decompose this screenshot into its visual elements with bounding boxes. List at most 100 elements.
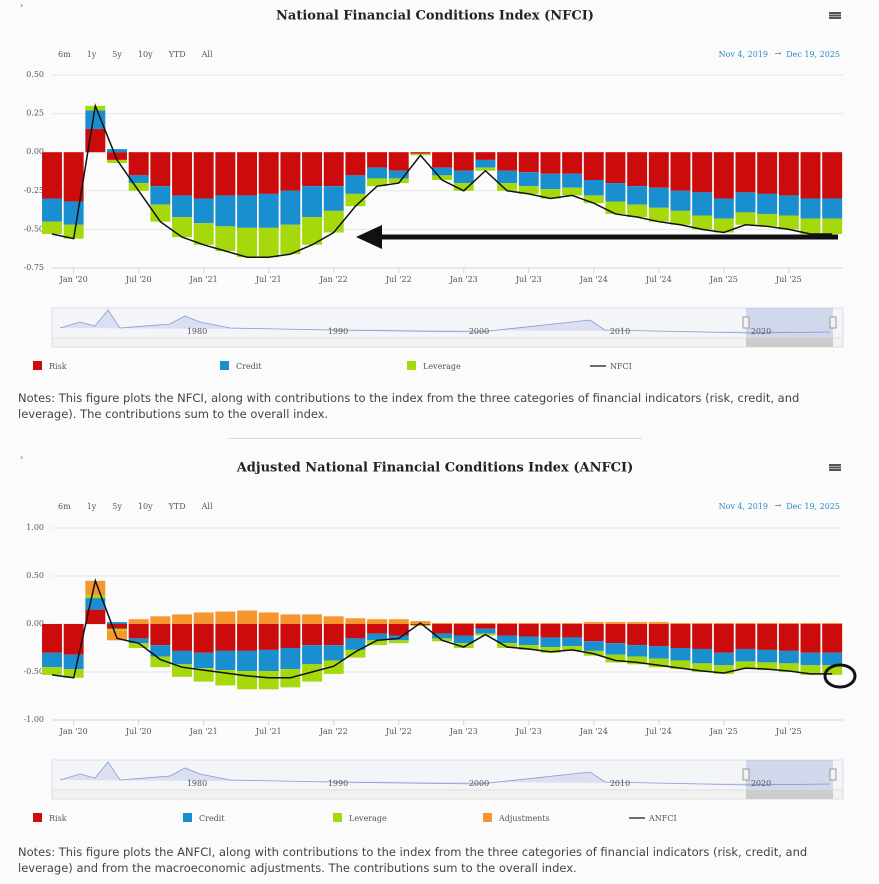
bar xyxy=(172,217,192,238)
legend-label[interactable]: Leverage xyxy=(423,362,461,371)
bar xyxy=(778,624,799,651)
bar xyxy=(150,186,171,205)
navigator-handle[interactable] xyxy=(829,316,837,329)
anfci-section: › Adjusted National Financial Conditions … xyxy=(0,452,879,884)
legend-label[interactable]: ANFCI xyxy=(648,814,677,823)
bar xyxy=(670,660,691,670)
range-button[interactable]: All xyxy=(201,502,213,511)
bar xyxy=(172,152,192,196)
bar xyxy=(778,195,799,216)
bar xyxy=(822,198,843,219)
range-button[interactable]: 1y xyxy=(87,502,97,511)
legend-label[interactable]: NFCI xyxy=(610,362,632,371)
bar xyxy=(583,195,604,204)
legend-swatch xyxy=(220,361,229,370)
bar xyxy=(215,152,236,196)
range-button[interactable]: All xyxy=(201,50,213,59)
range-button[interactable]: YTD xyxy=(168,502,186,511)
bar xyxy=(323,210,344,233)
index-line xyxy=(51,103,833,258)
range-button[interactable]: 10y xyxy=(138,50,153,59)
bar xyxy=(497,170,518,184)
bar xyxy=(453,152,474,171)
navigator-label: 2020 xyxy=(751,327,771,336)
bar xyxy=(432,623,453,624)
range-button[interactable]: 5y xyxy=(112,50,122,59)
y-tick-label: 0.50 xyxy=(26,70,44,79)
navigator-series xyxy=(59,761,831,786)
bar xyxy=(692,623,713,624)
x-tick-label: Jul '21 xyxy=(255,727,282,736)
navigator-handle[interactable] xyxy=(742,768,750,781)
legend-label[interactable]: Risk xyxy=(49,362,67,371)
nfci-section: › National Financial Conditions Index (NF… xyxy=(0,0,879,430)
bar xyxy=(150,624,171,646)
bar xyxy=(193,624,214,653)
bar xyxy=(757,649,778,663)
navigator-series xyxy=(59,309,831,334)
range-button[interactable]: 5y xyxy=(112,502,122,511)
navigator-selection[interactable] xyxy=(746,760,833,790)
range-button[interactable]: 6m xyxy=(58,502,71,511)
date-to: Dec 19, 2025 xyxy=(786,502,840,511)
bar xyxy=(605,152,626,184)
bar xyxy=(475,159,496,168)
x-tick-label: Jan '23 xyxy=(449,275,478,284)
bar xyxy=(800,652,821,666)
bar xyxy=(670,152,691,191)
bar xyxy=(42,624,62,653)
legend-label[interactable]: Leverage xyxy=(349,814,387,823)
navigator-label: 1980 xyxy=(187,327,207,336)
x-tick-label: Jul '23 xyxy=(515,275,542,284)
bar xyxy=(432,152,453,168)
menu-icon[interactable] xyxy=(829,14,841,17)
bar xyxy=(107,152,127,160)
navigator-handle[interactable] xyxy=(742,316,750,329)
menu-icon[interactable] xyxy=(829,469,841,471)
chart: › Adjusted National Financial Conditions … xyxy=(20,453,857,823)
menu-icon[interactable] xyxy=(829,464,841,466)
bar xyxy=(757,213,778,227)
bar xyxy=(540,637,561,648)
bar xyxy=(692,192,713,216)
bar xyxy=(432,624,453,634)
legend-label[interactable]: Adjustments xyxy=(498,814,550,823)
y-tick-label: 0.50 xyxy=(26,571,44,580)
menu-icon[interactable] xyxy=(829,17,841,19)
bar xyxy=(735,624,756,649)
bar xyxy=(605,654,626,663)
bar xyxy=(345,175,366,194)
bar xyxy=(670,624,691,648)
bar xyxy=(540,624,561,638)
scrollbar-thumb[interactable] xyxy=(746,790,833,799)
bar xyxy=(63,624,84,655)
x-tick-label: Jan '22 xyxy=(319,275,348,284)
bar xyxy=(42,152,62,199)
legend-label[interactable]: Credit xyxy=(199,814,225,823)
scrollbar-thumb[interactable] xyxy=(746,338,833,347)
menu-icon[interactable] xyxy=(829,466,841,469)
navigator-selection[interactable] xyxy=(746,308,833,338)
bar xyxy=(605,183,626,202)
bar xyxy=(822,152,843,199)
bar xyxy=(280,224,301,255)
range-button[interactable]: 1y xyxy=(87,50,97,59)
bar xyxy=(757,624,778,650)
menu-icon[interactable] xyxy=(829,12,841,14)
legend-label[interactable]: Credit xyxy=(236,362,262,371)
range-button[interactable]: 10y xyxy=(138,502,153,511)
bar xyxy=(85,595,106,599)
bar xyxy=(713,623,734,624)
bar xyxy=(475,623,496,624)
bar xyxy=(323,645,344,661)
bar xyxy=(237,650,258,672)
bar xyxy=(215,226,236,252)
range-button[interactable]: YTD xyxy=(168,50,186,59)
legend-label[interactable]: Risk xyxy=(49,814,67,823)
bar xyxy=(345,624,366,639)
navigator-handle[interactable] xyxy=(829,768,837,781)
bar xyxy=(432,167,453,176)
range-button[interactable]: 6m xyxy=(58,50,71,59)
bar xyxy=(85,609,106,624)
bar xyxy=(540,189,561,199)
